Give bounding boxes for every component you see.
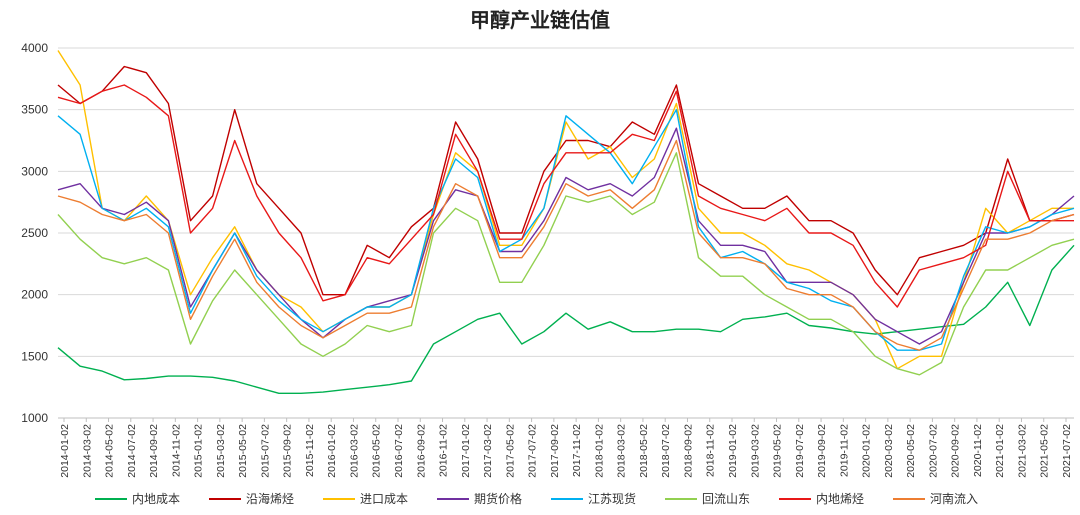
legend-label: 进口成本: [360, 492, 408, 506]
x-tick-label: 2018-05-02: [638, 424, 650, 478]
series-line-3: [57, 127, 1075, 345]
x-tick-label: 2021-03-02: [1016, 424, 1028, 478]
x-tick-label: 2016-09-02: [415, 424, 427, 478]
x-tick-label: 2019-09-02: [816, 424, 828, 478]
legend-label: 河南流入: [930, 491, 978, 506]
y-axis: 1000 1500 2000 2500 3000 3500 4000: [21, 41, 48, 425]
x-tick-label: 2018-01-02: [593, 424, 605, 478]
x-tick-label: 2020-07-02: [927, 424, 939, 478]
x-tick-label: 2020-11-02: [972, 424, 984, 477]
legend-label: 期货价格: [474, 491, 522, 506]
x-tick-label: 2017-07-02: [527, 424, 539, 478]
x-tick-label: 2020-09-02: [950, 424, 962, 478]
x-tick-label: 2019-03-02: [749, 424, 761, 478]
series-line-0: [57, 244, 1075, 394]
y-tick-label: 3000: [21, 164, 48, 178]
y-tick-label: 3500: [21, 103, 48, 117]
x-tick-label: 2018-07-02: [660, 424, 672, 478]
x-tick-label: 2019-11-02: [838, 424, 850, 477]
x-tick-label: 2017-11-02: [571, 424, 583, 477]
series-line-1: [57, 65, 1075, 296]
x-tick-label: 2016-07-02: [393, 424, 405, 478]
x-tick-label: 2016-03-02: [348, 424, 360, 478]
legend-label: 沿海烯烃: [246, 491, 294, 506]
legend-label: 内地成本: [132, 492, 180, 506]
x-tick-label: 2015-05-02: [237, 424, 249, 478]
y-tick-label: 4000: [21, 41, 48, 55]
legend: 内地成本 沿海烯烃 进口成本 期货价格 江苏现货 回流山东 内地烯烃 河南流入: [95, 491, 978, 506]
series-line-2: [57, 50, 1074, 370]
x-tick-label: 2015-07-02: [259, 424, 271, 478]
x-tick-label: 2021-01-02: [994, 424, 1006, 478]
x-tick-label: 2020-05-02: [905, 424, 917, 478]
x-tick-label: 2014-01-02: [59, 424, 71, 478]
series-line-7: [57, 139, 1075, 351]
x-axis: 2014-01-02 2014-03-02 2014-05-02 2014-07-02…: [59, 418, 1073, 478]
grid-lines: [58, 47, 1074, 419]
legend-label: 江苏现货: [588, 491, 636, 506]
x-tick-label: 2017-03-02: [482, 424, 494, 478]
x-tick-label: 2016-11-02: [438, 424, 450, 477]
legend-label: 内地烯烃: [816, 492, 864, 506]
x-tick-label: 2020-03-02: [883, 424, 895, 478]
series-lines: [57, 50, 1075, 394]
chart-title: 甲醇产业链估值: [470, 8, 610, 32]
y-tick-label: 2500: [21, 226, 48, 240]
x-tick-label: 2020-01-02: [861, 424, 873, 478]
x-tick-label: 2016-01-02: [326, 424, 338, 478]
x-tick-label: 2014-03-02: [81, 424, 93, 478]
x-tick-label: 2014-11-02: [170, 424, 182, 477]
x-tick-label: 2019-01-02: [727, 424, 739, 478]
x-tick-label: 2014-05-02: [104, 424, 116, 478]
x-tick-label: 2018-09-02: [682, 424, 694, 478]
x-tick-label: 2015-01-02: [193, 424, 205, 478]
x-tick-label: 2014-09-02: [148, 424, 160, 478]
y-tick-label: 1500: [21, 349, 48, 363]
y-tick-label: 2000: [21, 288, 48, 302]
x-tick-label: 2021-07-02: [1061, 424, 1073, 478]
legend-label: 回流山东: [702, 492, 750, 506]
x-tick-label: 2015-03-02: [215, 424, 227, 478]
x-tick-label: 2019-07-02: [794, 424, 806, 478]
series-line-4: [57, 109, 1075, 351]
x-tick-label: 2019-05-02: [772, 424, 784, 478]
x-tick-label: 2017-09-02: [549, 424, 561, 478]
x-tick-label: 2017-05-02: [504, 424, 516, 478]
x-tick-label: 2021-05-02: [1039, 424, 1051, 478]
y-tick-label: 1000: [21, 411, 48, 425]
series-line-5: [57, 152, 1075, 376]
x-tick-label: 2017-01-02: [460, 424, 472, 478]
x-tick-label: 2018-11-02: [705, 424, 717, 477]
x-tick-label: 2018-03-02: [616, 424, 628, 478]
x-tick-label: 2014-07-02: [126, 424, 138, 478]
x-tick-label: 2015-09-02: [282, 424, 294, 478]
x-tick-label: 2016-05-02: [371, 424, 383, 478]
x-tick-label: 2015-11-02: [304, 424, 316, 477]
series-line-6: [57, 84, 1074, 308]
